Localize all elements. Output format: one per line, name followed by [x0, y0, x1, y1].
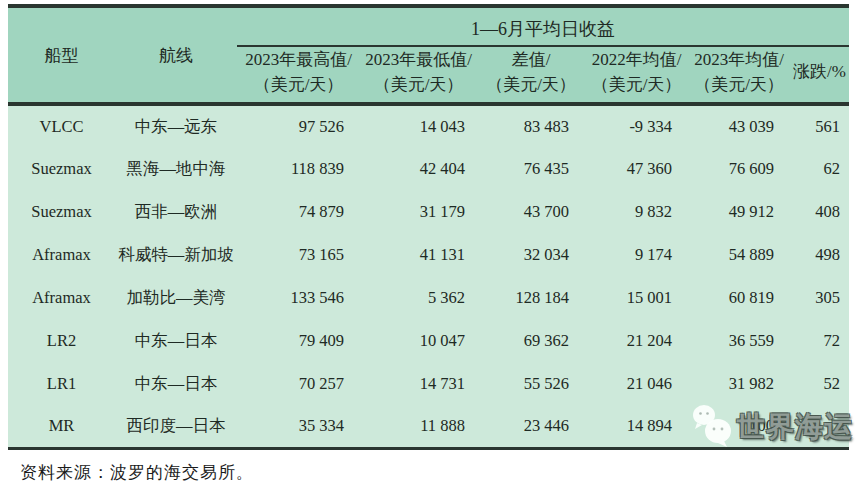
table-row: Suezmax 黑海—地中海 118 839 42 404 76 435 47 …	[8, 147, 849, 190]
cell-route: 中东—远东	[115, 104, 237, 147]
cell-2023-min: 5 362	[360, 276, 477, 319]
cell-ship-type: LR2	[8, 319, 115, 362]
cell-difference: 69 362	[477, 319, 585, 362]
cell-change-percent: 52	[790, 362, 849, 405]
cell-2023-avg: 54 889	[688, 233, 790, 276]
cell-2023-avg: 36 559	[688, 319, 790, 362]
col-header-label: 2023年均值/	[688, 48, 790, 72]
cell-2023-max: 79 409	[237, 319, 360, 362]
cell-ship-type: LR1	[8, 362, 115, 405]
page: { "colors": { "header_bg": "#a0d5bf", "b…	[0, 0, 857, 492]
col-header-label: 涨跌/%	[790, 60, 849, 84]
cell-ship-type: MR	[8, 405, 115, 448]
cell-2023-max: 133 546	[237, 276, 360, 319]
cell-2022-avg: 47 360	[585, 147, 688, 190]
cell-2023-avg: 76 609	[688, 147, 790, 190]
cell-2023-max: 70 257	[237, 362, 360, 405]
cell-2023-min: 14 043	[360, 104, 477, 147]
col-header-unit: （美元/天）	[477, 73, 585, 97]
cell-difference: 55 526	[477, 362, 585, 405]
cell-2022-avg: 9 174	[585, 233, 688, 276]
table-body: VLCC 中东—远东 97 526 14 043 83 483 -9 334 4…	[8, 104, 849, 448]
cell-route: 黑海—地中海	[115, 147, 237, 190]
watermark-text: 世界海运	[737, 408, 853, 446]
table-header: 船型 航线 1—6月平均日收益 2023年最高值/ （美元/天） 2023年最低…	[8, 6, 849, 104]
cell-change-percent: 62	[790, 147, 849, 190]
col-header-unit: （美元/天）	[360, 73, 477, 97]
cell-difference: 83 483	[477, 104, 585, 147]
cell-ship-type: Suezmax	[8, 147, 115, 190]
cell-ship-type: Aframax	[8, 276, 115, 319]
wechat-bubbles-icon	[691, 402, 735, 452]
cell-difference: 23 446	[477, 405, 585, 448]
cell-difference: 76 435	[477, 147, 585, 190]
col-header-2023-avg: 2023年均值/ （美元/天）	[688, 46, 790, 104]
cell-2023-max: 74 879	[237, 190, 360, 233]
cell-2023-avg: 43 039	[688, 104, 790, 147]
cell-change-percent: 408	[790, 190, 849, 233]
cell-2022-avg: 21 046	[585, 362, 688, 405]
col-header-unit: （美元/天）	[585, 73, 688, 97]
table-row: Aframax 加勒比—美湾 133 546 5 362 128 184 15 …	[8, 276, 849, 319]
cell-difference: 32 034	[477, 233, 585, 276]
cell-2022-avg: 21 204	[585, 319, 688, 362]
cell-2023-max: 97 526	[237, 104, 360, 147]
col-group-header-avg-daily-earnings: 1—6月平均日收益	[237, 6, 849, 46]
table-row: VLCC 中东—远东 97 526 14 043 83 483 -9 334 4…	[8, 104, 849, 147]
cell-2023-min: 11 888	[360, 405, 477, 448]
publisher-watermark: 世界海运	[691, 402, 853, 452]
cell-change-percent: 305	[790, 276, 849, 319]
col-header-label: 2022年均值/	[585, 48, 688, 72]
col-header-unit: （美元/天）	[237, 73, 360, 97]
tanker-daily-earnings-table: 船型 航线 1—6月平均日收益 2023年最高值/ （美元/天） 2023年最低…	[8, 4, 849, 450]
col-header-label: 差值/	[477, 48, 585, 72]
cell-2023-max: 118 839	[237, 147, 360, 190]
cell-change-percent: 561	[790, 104, 849, 147]
cell-route: 西非—欧洲	[115, 190, 237, 233]
cell-route: 科威特—新加坡	[115, 233, 237, 276]
cell-ship-type: Aframax	[8, 233, 115, 276]
cell-2023-max: 35 334	[237, 405, 360, 448]
table-row: LR2 中东—日本 79 409 10 047 69 362 21 204 36…	[8, 319, 849, 362]
cell-2022-avg: -9 334	[585, 104, 688, 147]
cell-ship-type: VLCC	[8, 104, 115, 147]
col-header-unit: （美元/天）	[688, 73, 790, 97]
col-header-ship-type: 船型	[8, 6, 115, 104]
cell-2023-avg: 60 819	[688, 276, 790, 319]
cell-route: 中东—日本	[115, 362, 237, 405]
cell-2023-max: 73 165	[237, 233, 360, 276]
table-row: Suezmax 西非—欧洲 74 879 31 179 43 700 9 832…	[8, 190, 849, 233]
col-header-difference: 差值/ （美元/天）	[477, 46, 585, 104]
cell-route: 中东—日本	[115, 319, 237, 362]
cell-2023-min: 14 731	[360, 362, 477, 405]
cell-difference: 128 184	[477, 276, 585, 319]
earnings-table-container: 船型 航线 1—6月平均日收益 2023年最高值/ （美元/天） 2023年最低…	[8, 4, 849, 450]
cell-ship-type: Suezmax	[8, 190, 115, 233]
cell-change-percent: 498	[790, 233, 849, 276]
col-header-change-percent: 涨跌/%	[790, 46, 849, 104]
col-header-label: 2023年最高值/	[237, 48, 360, 72]
col-header-label: 2023年最低值/	[360, 48, 477, 72]
cell-difference: 43 700	[477, 190, 585, 233]
cell-2023-avg: 31 982	[688, 362, 790, 405]
col-header-route: 航线	[115, 6, 237, 104]
cell-2023-min: 42 404	[360, 147, 477, 190]
col-header-2023-max: 2023年最高值/ （美元/天）	[237, 46, 360, 104]
cell-2023-avg: 49 912	[688, 190, 790, 233]
col-header-2023-min: 2023年最低值/ （美元/天）	[360, 46, 477, 104]
source-note: 资料来源：波罗的海交易所。	[20, 461, 254, 484]
cell-2023-min: 41 131	[360, 233, 477, 276]
cell-change-percent: 72	[790, 319, 849, 362]
cell-route: 西印度—日本	[115, 405, 237, 448]
cell-2022-avg: 9 832	[585, 190, 688, 233]
table-row: LR1 中东—日本 70 257 14 731 55 526 21 046 31…	[8, 362, 849, 405]
cell-2022-avg: 15 001	[585, 276, 688, 319]
col-header-2022-avg: 2022年均值/ （美元/天）	[585, 46, 688, 104]
cell-2023-min: 10 047	[360, 319, 477, 362]
cell-route: 加勒比—美湾	[115, 276, 237, 319]
cell-2023-min: 31 179	[360, 190, 477, 233]
table-row: Aframax 科威特—新加坡 73 165 41 131 32 034 9 1…	[8, 233, 849, 276]
cell-2022-avg: 14 894	[585, 405, 688, 448]
